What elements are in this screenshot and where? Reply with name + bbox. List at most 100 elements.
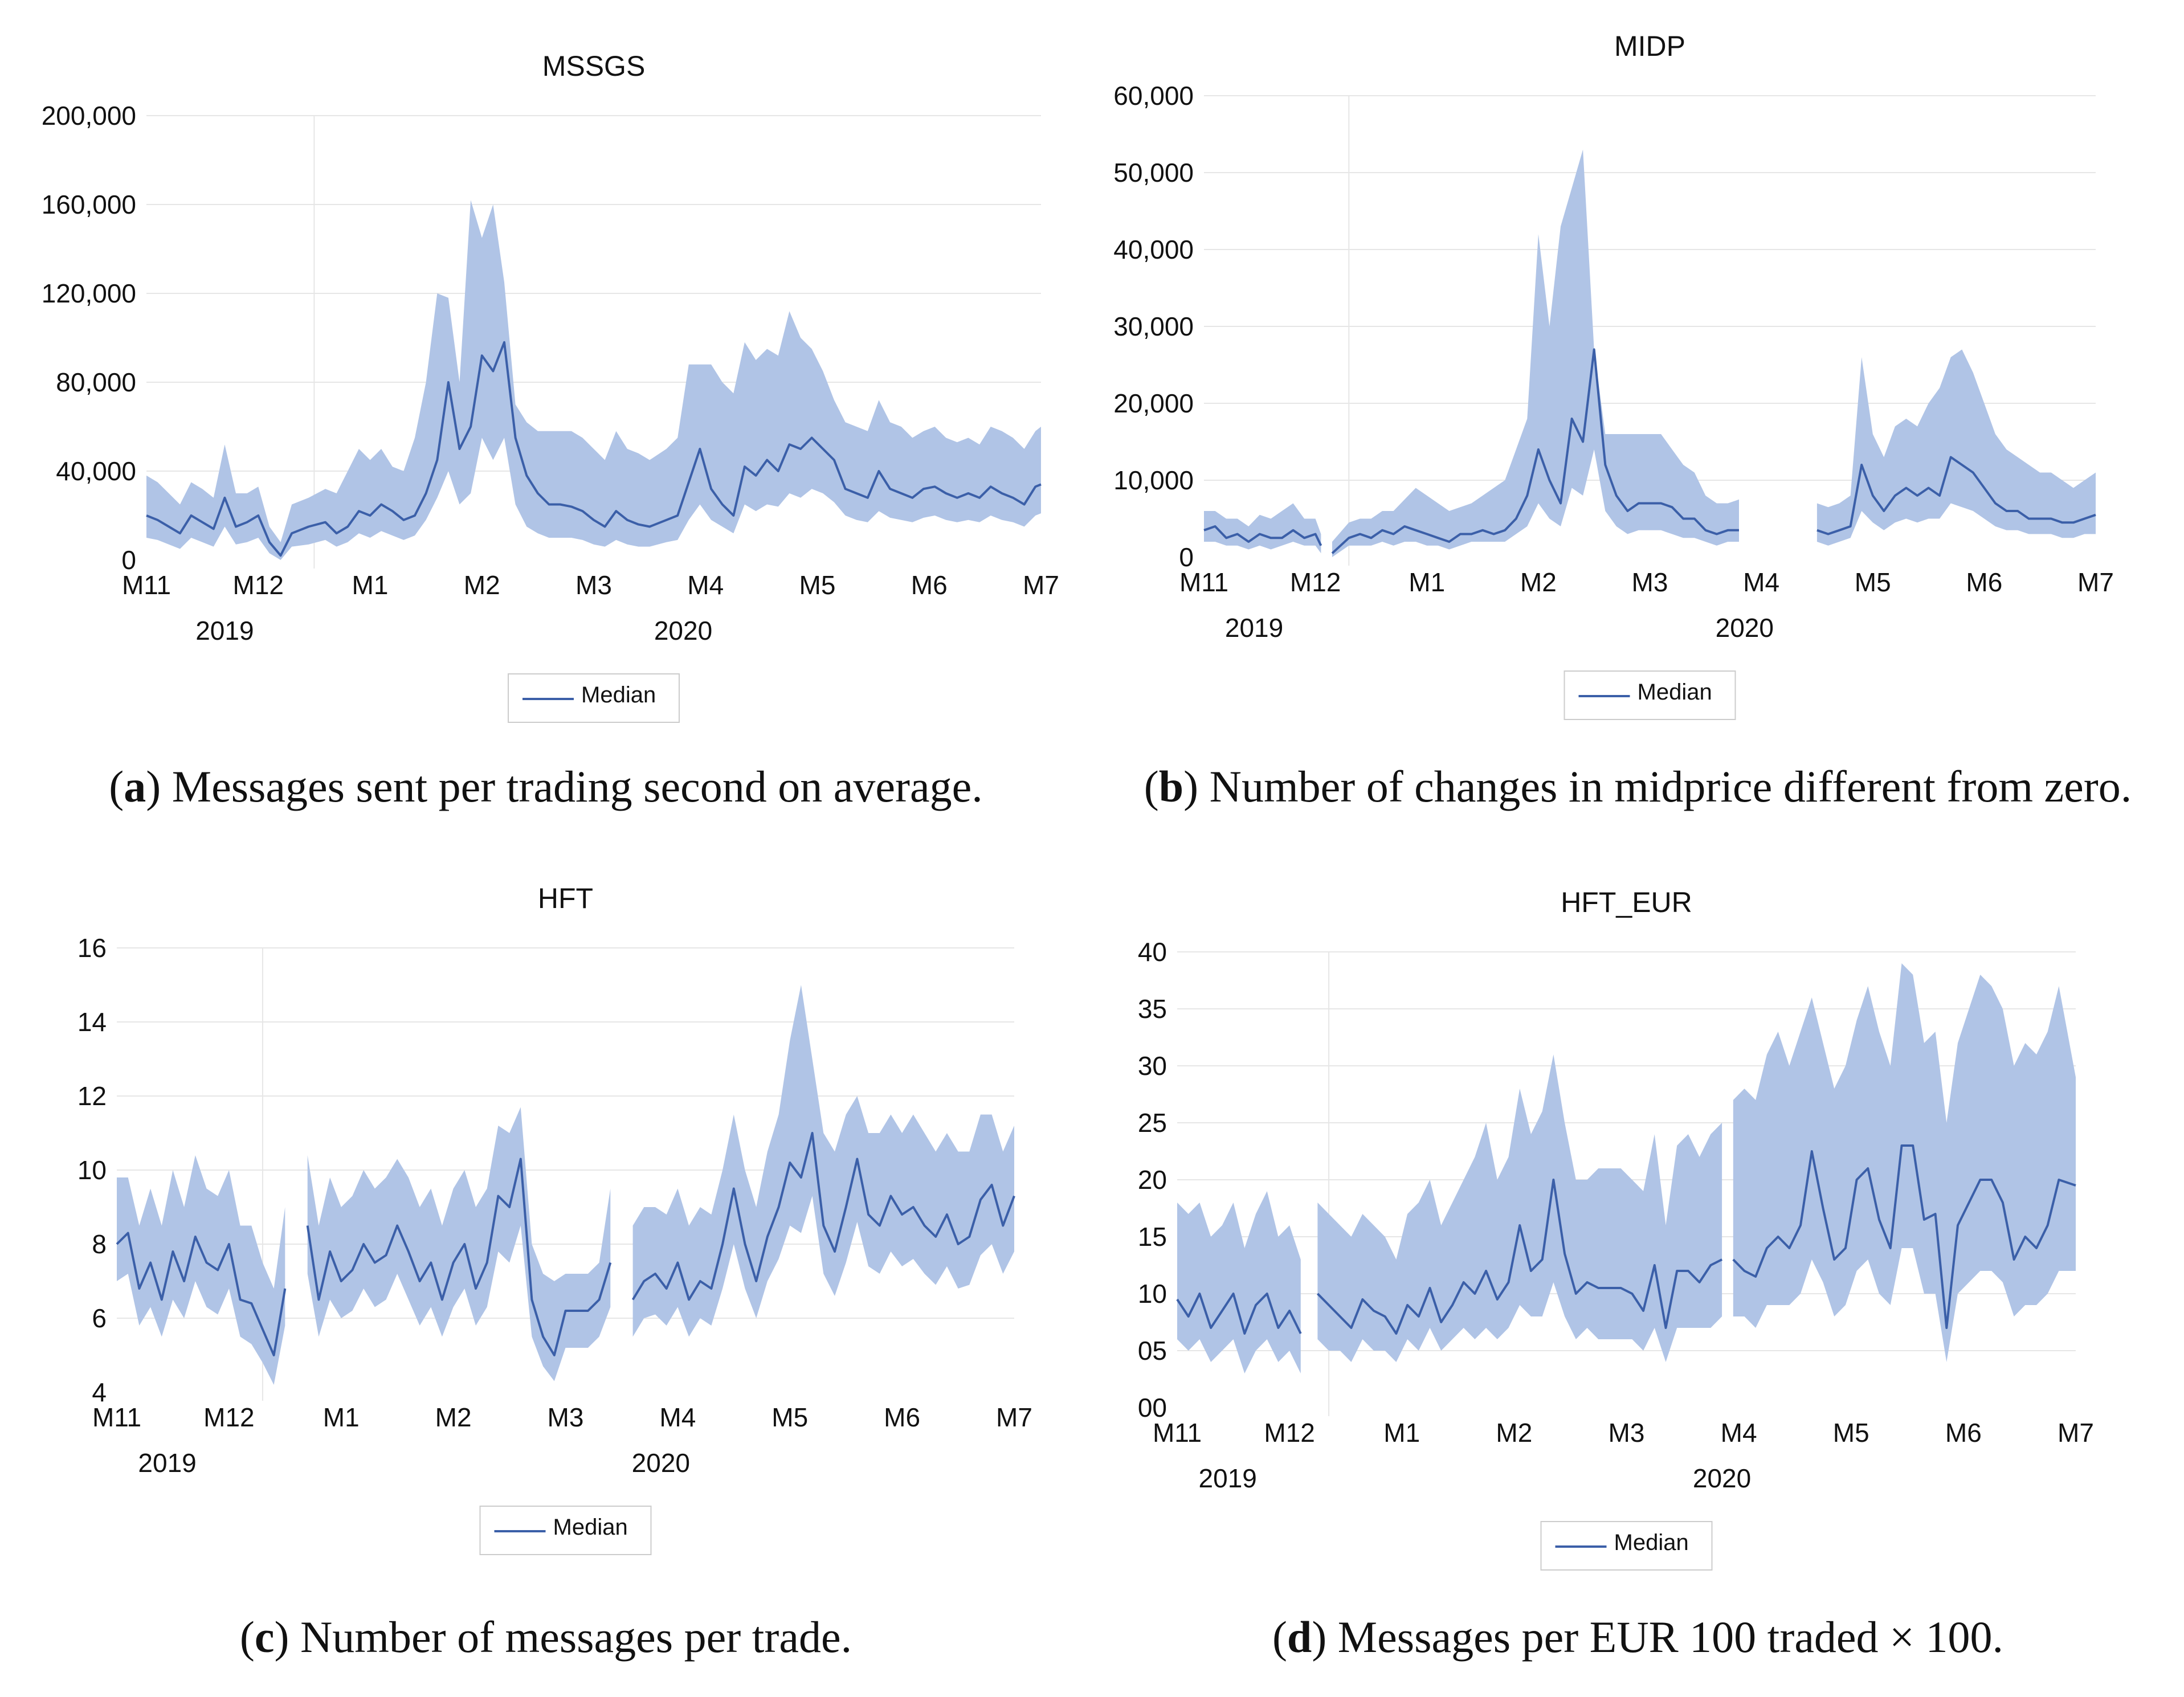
caption-d-text: Messages per EUR 100 traded × 100. (1337, 1612, 2004, 1662)
caption-c: (c) Number of messages per trade. (239, 1612, 852, 1662)
confidence-band (1317, 1054, 1722, 1362)
caption-a-text: Messages sent per trading second on aver… (172, 762, 983, 811)
x-tick-label: M2 (1496, 1418, 1532, 1447)
x-tick-label: M12 (1264, 1418, 1315, 1447)
x-tick-label: M1 (352, 570, 389, 600)
caption-c-text: Number of messages per trade. (300, 1612, 852, 1662)
y-tick-label: 40,000 (56, 456, 136, 486)
caption-b-label: b (1158, 762, 1184, 811)
median-line (1203, 525, 1322, 546)
panel-d: HFT_EUR 00 05 10 15 20 25 30 35 40 M11 M12 M1 M2 M3 M4 M… (1092, 848, 2184, 1697)
x-tick-label: M2 (1520, 567, 1557, 597)
caption-b: (b) Number of changes in midprice differ… (1144, 762, 2132, 811)
x-tick-label: M12 (203, 1402, 254, 1432)
median-line (1176, 1293, 1302, 1335)
x-tick-label: M4 (1721, 1418, 1757, 1447)
x-tick-label: M5 (799, 570, 836, 600)
year-label: 2019 (1225, 613, 1283, 643)
x-tick-label: M12 (233, 570, 284, 600)
confidence-band (1177, 1191, 1301, 1373)
y-tick-label: 60,000 (1113, 81, 1194, 111)
y-tick-label: 0 (1179, 542, 1194, 572)
y-tick-label: 14 (77, 1007, 107, 1037)
caption-d: (d) Messages per EUR 100 traded × 100. (1272, 1612, 2004, 1662)
x-tick-label: M7 (2058, 1418, 2094, 1447)
y-tick-label: 80,000 (56, 367, 136, 397)
caption-a: (a) Messages sent per trading second on … (109, 762, 983, 811)
legend-box (508, 673, 680, 723)
year-label: 2020 (632, 1448, 690, 1478)
panel-c: HFT 4 6 8 10 12 14 16 M11 M12 M1 M2 M3 M4 M5 M6 M7 2019 20… (0, 848, 1092, 1697)
median-line (1331, 348, 1739, 554)
year-label: 2020 (1693, 1463, 1751, 1493)
caption-d-label: d (1287, 1612, 1312, 1662)
legend-label: Median (1638, 680, 1712, 705)
chart-title: MIDP (1614, 30, 1685, 62)
x-tick-label: M5 (771, 1402, 808, 1432)
median-line (146, 341, 1042, 557)
y-tick-label: 10 (1138, 1279, 1167, 1308)
y-tick-label: 200,000 (42, 101, 136, 130)
x-tick-label: M11 (1179, 567, 1228, 597)
x-tick-label: M11 (122, 570, 171, 600)
x-tick-label: M4 (687, 570, 724, 600)
y-tick-label: 40,000 (1113, 235, 1194, 264)
y-tick-label: 12 (77, 1081, 107, 1111)
legend-label: Median (1614, 1530, 1689, 1555)
confidence-band (1733, 963, 2076, 1362)
caption-a-label: a (124, 762, 146, 811)
legend-label: Median (581, 682, 656, 708)
caption-c-label: c (254, 1612, 275, 1662)
panel-b: MIDP 0 10,000 20,000 30,000 40,000 50,000 60,00… (1092, 0, 2184, 848)
confidence-band (146, 200, 1041, 560)
x-tick-label: M1 (323, 1402, 360, 1432)
median-line (1732, 1144, 2076, 1329)
x-tick-label: M2 (435, 1402, 472, 1432)
x-tick-label: M1 (1409, 567, 1445, 597)
x-tick-label: M12 (1290, 567, 1341, 597)
chart-b: MIDP 0 10,000 20,000 30,000 40,000 50,000 60,00… (1113, 30, 2114, 720)
y-tick-label: 0 (121, 545, 136, 575)
x-tick-label: M7 (2077, 567, 2114, 597)
chart-c: HFT 4 6 8 10 12 14 16 M11 M12 M1 M2 M3 M4 M5 M6 M7 2019 20… (77, 882, 1032, 1555)
year-label: 2020 (654, 616, 712, 645)
x-tick-label: M3 (1609, 1418, 1645, 1447)
confidence-band (1204, 503, 1321, 554)
median-line (1816, 456, 2096, 535)
y-tick-label: 05 (1138, 1336, 1167, 1365)
year-label: 2020 (1716, 613, 1774, 643)
y-tick-label: 35 (1138, 994, 1167, 1024)
y-tick-label: 10 (77, 1155, 107, 1185)
median-line (631, 1132, 1015, 1301)
year-label: 2019 (1199, 1463, 1257, 1493)
x-tick-label: M3 (548, 1402, 584, 1432)
panel-a: MSSGS 0 40,000 80,000 120,000 160,000 200,000 M… (0, 0, 1092, 848)
y-tick-label: 8 (92, 1229, 107, 1259)
legend-label: Median (553, 1515, 628, 1540)
chart-d: HFT_EUR 00 05 10 15 20 25 30 35 40 M11 M12 M1 M2 M3 M4 M… (1138, 886, 2094, 1571)
chart-a: MSSGS 0 40,000 80,000 120,000 160,000 200,000 M… (42, 50, 1059, 723)
confidence-band (117, 1155, 285, 1385)
x-tick-label: M4 (1743, 567, 1779, 597)
confidence-band (1332, 149, 1739, 557)
y-tick-label: 00 (1138, 1393, 1167, 1422)
x-tick-label: M5 (1833, 1418, 1869, 1447)
y-tick-label: 20,000 (1113, 389, 1194, 418)
year-label: 2019 (195, 616, 254, 645)
caption-b-text: Number of changes in midprice different … (1209, 762, 2132, 811)
y-tick-label: 6 (92, 1303, 107, 1333)
y-tick-label: 30,000 (1113, 312, 1194, 341)
median-line (1316, 1179, 1723, 1335)
median-line (116, 1232, 287, 1356)
median-line (306, 1158, 612, 1356)
confidence-band (632, 985, 1014, 1337)
x-tick-label: M6 (1966, 567, 2002, 597)
x-tick-label: M6 (884, 1402, 920, 1432)
y-tick-label: 120,000 (42, 279, 136, 308)
x-tick-label: M5 (1855, 567, 1891, 597)
x-tick-label: M11 (92, 1402, 141, 1432)
x-tick-label: M11 (1153, 1418, 1202, 1447)
x-tick-label: M2 (464, 570, 500, 600)
y-tick-label: 25 (1138, 1108, 1167, 1138)
x-tick-label: M7 (1023, 570, 1059, 600)
